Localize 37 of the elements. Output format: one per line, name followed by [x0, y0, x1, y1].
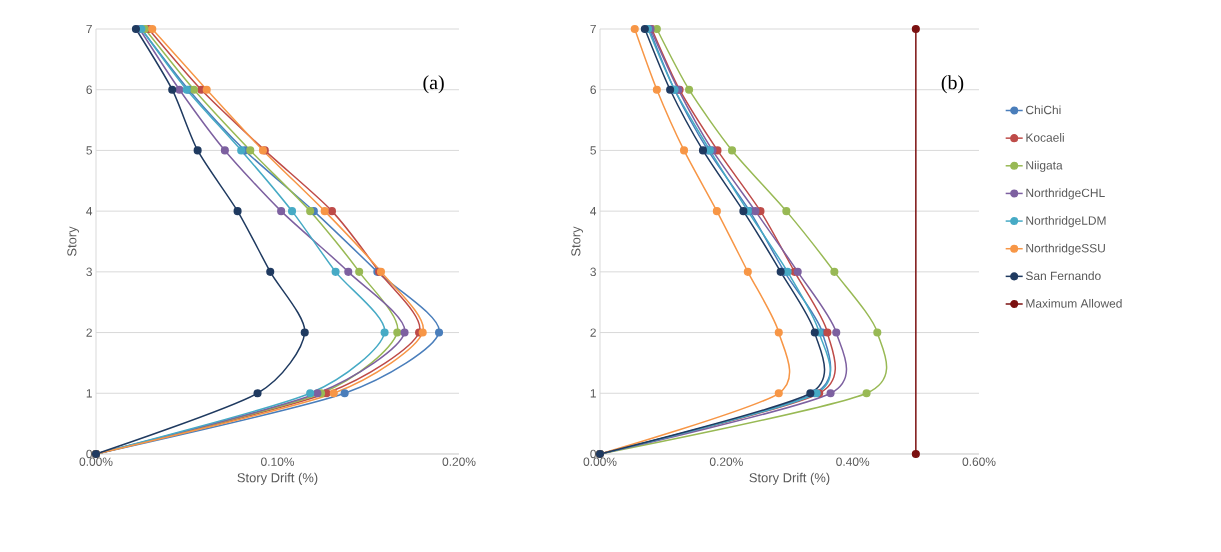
- legend-label: San Fernando: [1025, 271, 1101, 281]
- y-tick-label: 6: [590, 85, 596, 94]
- x-tick-label: 0.00%: [583, 457, 617, 466]
- y-tick-label: 5: [86, 146, 92, 155]
- x-tick-label: 0.60%: [962, 457, 996, 466]
- x-axis-title: Story Drift (%): [749, 472, 830, 485]
- annotation: (a): [423, 75, 444, 94]
- legend-label: Kocaeli: [1026, 133, 1064, 142]
- y-tick-label: 5: [590, 146, 596, 155]
- x-tick-label: 0.10%: [261, 457, 295, 466]
- x-tick-label: 0.40%: [836, 457, 870, 466]
- x-tick-label: 0.20%: [442, 457, 476, 466]
- y-tick-label: 3: [86, 267, 92, 277]
- legend-label: NorthridgeCHL: [1026, 188, 1105, 200]
- y-tick-label: 4: [590, 207, 597, 216]
- y-tick-label: 2: [86, 328, 92, 337]
- y-tick-label: 7: [86, 24, 92, 34]
- x-tick-label: 0.00%: [79, 457, 113, 466]
- legend-label: NorthridgeSSU: [1026, 243, 1105, 255]
- legend-label: Niigata: [1026, 160, 1063, 172]
- y-tick-label: 4: [86, 207, 93, 216]
- annotation: (b): [941, 75, 964, 94]
- y-tick-label: 1: [86, 389, 92, 398]
- x-tick-label: 0.20%: [709, 457, 743, 466]
- legend-label: NorthridgeLDM: [1026, 216, 1106, 228]
- y-axis-title: Story: [67, 226, 79, 257]
- legend-label: Maximum Allowed: [1026, 298, 1122, 308]
- y-tick-label: 1: [590, 389, 596, 398]
- legend-label: ChiChi: [1026, 105, 1061, 115]
- y-tick-label: 7: [590, 24, 596, 34]
- y-tick-label: 0: [86, 449, 93, 459]
- y-tick-label: 6: [86, 85, 92, 94]
- y-axis-title: Story: [571, 226, 583, 257]
- x-axis-title: Story Drift (%): [237, 472, 318, 485]
- y-tick-label: 2: [590, 328, 596, 337]
- y-tick-label: 3: [590, 267, 596, 277]
- y-tick-label: 0: [590, 449, 597, 459]
